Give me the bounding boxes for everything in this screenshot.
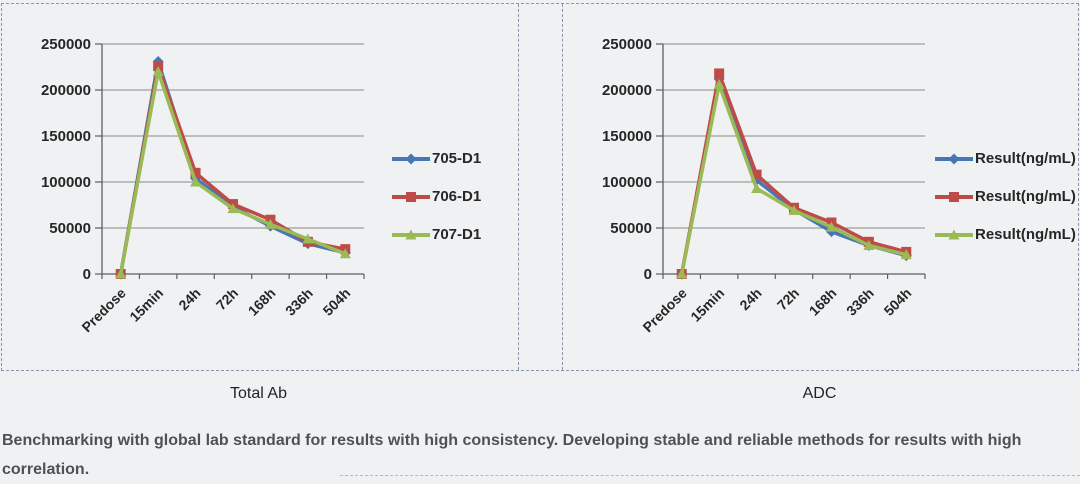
adc-legend: Result(ng/mL) Result(ng/mL) Result(ng/mL)	[935, 150, 1076, 243]
series-line	[679, 82, 909, 276]
square-legend-marker-icon	[392, 191, 430, 202]
triangle-marker	[405, 229, 417, 239]
triangle-marker	[152, 66, 164, 77]
triangle-marker	[302, 233, 314, 244]
triangle-marker	[825, 221, 837, 232]
chart-panel-total-ab: 0 50000 100000 150000 200000 250000 Predose 15m…	[2, 4, 518, 370]
triangle-marker	[788, 205, 800, 216]
x-axis-tick-label: 72h	[213, 285, 241, 313]
total-ab-line-chart: 0 50000 100000 150000 200000 250000 Predose15m…	[41, 36, 365, 336]
triangle-marker	[948, 229, 960, 239]
y-axis-tick-label: 150000	[602, 128, 652, 145]
legend-label: 705-D1	[432, 150, 482, 167]
panel-divider-left	[518, 4, 519, 370]
x-axis-tick-label: 24h	[175, 285, 203, 313]
x-axis-tick-label: Predose	[639, 285, 690, 336]
y-axis-tick-label: 0	[644, 266, 652, 283]
y-axis-tick-label: 100000	[41, 174, 91, 191]
square-marker	[949, 191, 959, 202]
x-axis-tick-label: 168h	[806, 285, 840, 319]
diamond-legend-marker-icon	[935, 153, 973, 164]
x-axis-tick-label: 336h	[843, 285, 877, 319]
x-axis-tick-label: 504h	[881, 285, 915, 319]
legend-label: Result(ng/mL)	[975, 226, 1076, 243]
chart-titles-row: Total Ab ADC	[0, 385, 1080, 409]
triangle-marker	[264, 218, 276, 229]
triangle-marker	[900, 249, 912, 260]
y-axis-tick-label: 0	[83, 266, 91, 283]
legend-item: 706-D1	[392, 188, 481, 205]
legend-label: 707-D1	[432, 226, 482, 243]
diamond-legend-marker-icon	[392, 153, 430, 164]
triangle-legend-marker-icon	[392, 229, 430, 239]
diamond-marker	[948, 153, 960, 164]
legend-label: Result(ng/mL)	[975, 150, 1076, 167]
adc-line-chart: 0 50000 100000 150000 200000 250000 Predose15m…	[602, 36, 926, 336]
caption-text: Benchmarking with global lab standard fo…	[2, 432, 1022, 478]
charts-frame: 0 50000 100000 150000 200000 250000 Predose 15m…	[1, 3, 1079, 371]
y-axis-tick-label: 150000	[41, 128, 91, 145]
y-axis-tick-label: 200000	[602, 82, 652, 99]
square-marker	[751, 169, 762, 180]
legend-item: 705-D1	[392, 150, 481, 167]
x-axis-tick-label: 168h	[245, 285, 279, 319]
y-axis-tick-label: 50000	[49, 220, 91, 237]
square-marker	[190, 167, 201, 178]
x-axis-tick-label: 336h	[282, 285, 316, 319]
y-axis-tick-label: 250000	[41, 36, 91, 53]
triangle-legend-marker-icon	[935, 229, 973, 239]
square-marker	[714, 68, 725, 79]
legend-item: Result(ng/mL)	[935, 188, 1076, 205]
y-axis-tick-label: 100000	[602, 174, 652, 191]
triangle-marker	[713, 78, 725, 89]
chart-panel-adc: 0 50000 100000 150000 200000 250000 Predose 15m…	[563, 4, 1078, 370]
triangle-marker	[339, 248, 351, 259]
triangle-marker	[676, 268, 688, 279]
x-axis-tick-label: 15min	[687, 285, 727, 325]
legend-item: Result(ng/mL)	[935, 226, 1076, 243]
triangle-marker	[863, 239, 875, 250]
total-ab-title: Total Ab	[230, 385, 287, 402]
x-axis-tick-label: Predose	[78, 285, 129, 336]
x-axis-tick-label: 72h	[774, 285, 802, 313]
y-axis-tick-label: 50000	[610, 220, 652, 237]
triangle-marker	[227, 203, 239, 214]
diamond-marker	[405, 153, 417, 164]
triangle-marker	[115, 268, 127, 279]
y-axis-tick-label: 250000	[602, 36, 652, 53]
legend-item: Result(ng/mL)	[935, 150, 1076, 167]
triangle-marker	[190, 176, 202, 187]
legend-label: 706-D1	[432, 188, 482, 205]
x-axis-tick-label: 15min	[126, 285, 166, 325]
triangle-marker	[751, 182, 763, 193]
x-axis-tick-label: 24h	[736, 285, 764, 313]
legend-item: 707-D1	[392, 226, 481, 243]
panel-divider-right	[562, 4, 563, 370]
x-axis-tick-label: 504h	[320, 285, 354, 319]
y-axis-tick-label: 200000	[41, 82, 91, 99]
adc-title: ADC	[802, 385, 837, 402]
total-ab-legend: 705-D1 706-D1 707-D1	[392, 150, 481, 243]
square-legend-marker-icon	[935, 191, 973, 202]
square-marker	[406, 191, 416, 202]
legend-label: Result(ng/mL)	[975, 188, 1076, 205]
square-marker	[153, 61, 164, 72]
